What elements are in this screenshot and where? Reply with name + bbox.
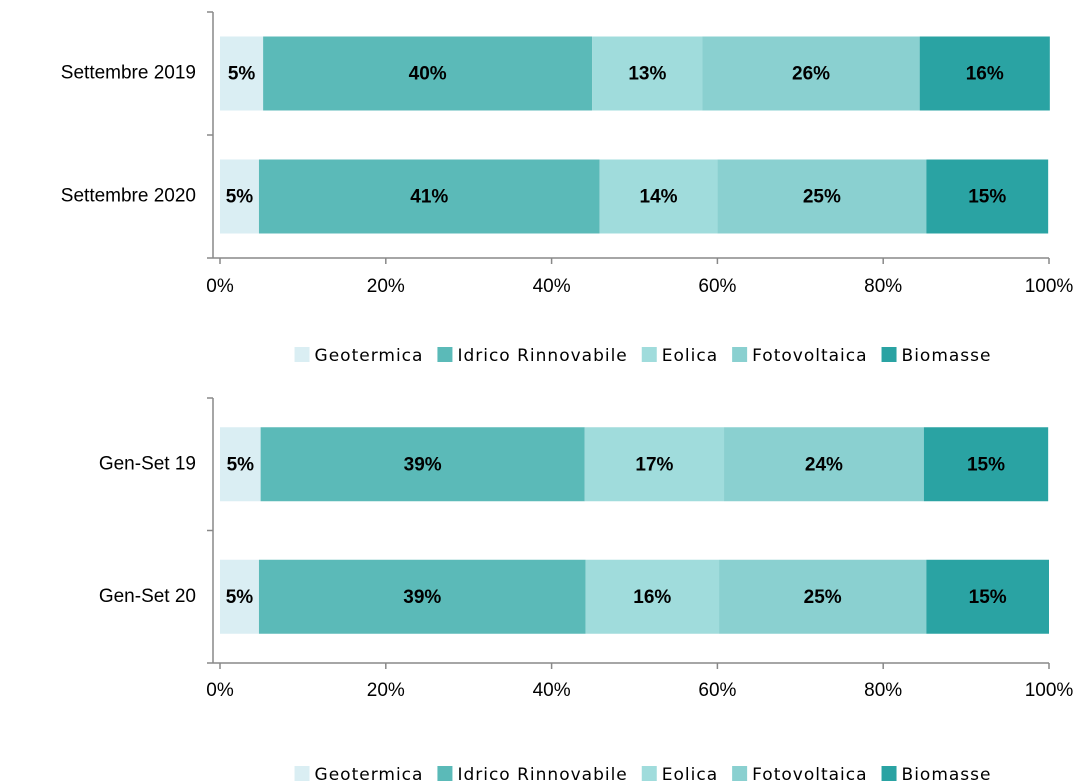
bar-segment <box>926 159 1049 234</box>
data-label: 5% <box>228 64 256 85</box>
data-label: 41% <box>410 187 448 208</box>
legend-swatch <box>641 347 657 362</box>
bar-segment <box>220 159 259 234</box>
data-label: 13% <box>628 64 666 85</box>
bar-segment <box>258 159 600 234</box>
bar-segment <box>724 427 924 502</box>
bar-segment <box>719 559 927 634</box>
legend-label: Biomasse <box>902 346 992 366</box>
bar-segment <box>599 159 718 234</box>
x-tick-label: 80% <box>864 680 902 701</box>
data-label: 15% <box>969 587 1007 608</box>
x-tick-label: 80% <box>864 276 902 297</box>
data-label: 5% <box>227 454 255 475</box>
data-label: 16% <box>966 64 1004 85</box>
legend-swatch <box>294 347 310 362</box>
legend-label: Idrico Rinnovabile <box>457 346 627 366</box>
legend-swatch <box>732 766 748 781</box>
data-label: 16% <box>633 587 671 608</box>
category-label: Settembre 2020 <box>61 186 196 207</box>
bar-segment <box>220 427 261 502</box>
bar-segment <box>923 427 1049 502</box>
legend-swatch <box>437 347 453 362</box>
x-tick-label: 60% <box>698 276 736 297</box>
x-tick-label: 60% <box>698 680 736 701</box>
x-tick-label: 40% <box>533 680 571 701</box>
bar-segment <box>263 36 593 111</box>
bar-segment <box>260 427 585 502</box>
x-tick-label: 20% <box>367 680 405 701</box>
bar-segment <box>717 159 927 234</box>
bar-segment <box>926 559 1049 634</box>
legend-swatch <box>294 766 310 781</box>
data-label: 39% <box>404 454 442 475</box>
x-tick-label: 40% <box>533 276 571 297</box>
legend-label: Idrico Rinnovabile <box>457 765 627 784</box>
x-tick-label: 0% <box>206 680 234 701</box>
x-tick-label: 20% <box>367 276 405 297</box>
bar-segment <box>220 36 264 111</box>
data-label: 25% <box>803 187 841 208</box>
bar-segment <box>585 559 720 634</box>
category-label: Gen-Set 20 <box>99 586 196 607</box>
data-label: 26% <box>792 64 830 85</box>
data-label: 24% <box>805 454 843 475</box>
legend-label: Geotermica <box>315 346 424 366</box>
data-label: 25% <box>804 587 842 608</box>
bar-segment <box>702 36 920 111</box>
data-label: 15% <box>968 187 1006 208</box>
legend-label: Fotovoltaica <box>752 765 867 784</box>
bar-segment <box>584 427 725 502</box>
data-label: 5% <box>226 187 254 208</box>
legend-label: Eolica <box>662 346 718 366</box>
bar-segment <box>220 559 259 634</box>
category-label: Gen-Set 19 <box>99 453 196 474</box>
data-label: 17% <box>635 454 673 475</box>
legend-swatch <box>732 347 748 362</box>
category-label: Settembre 2019 <box>61 63 196 84</box>
data-label: 15% <box>967 454 1005 475</box>
bar-segment <box>258 559 586 634</box>
data-label: 40% <box>409 64 447 85</box>
legend-swatch <box>881 766 897 781</box>
data-label: 39% <box>403 587 441 608</box>
legend-swatch <box>881 347 897 362</box>
x-tick-label: 100% <box>1025 276 1074 297</box>
legend-label: Geotermica <box>315 765 424 784</box>
x-tick-label: 0% <box>206 276 234 297</box>
data-label: 14% <box>640 187 678 208</box>
legend-label: Fotovoltaica <box>752 346 867 366</box>
legend-label: Eolica <box>662 765 718 784</box>
data-label: 5% <box>226 587 254 608</box>
legend-swatch <box>641 766 657 781</box>
legend-label: Biomasse <box>902 765 992 784</box>
legend-swatch <box>437 766 453 781</box>
bar-segment <box>592 36 703 111</box>
x-tick-label: 100% <box>1025 680 1074 701</box>
bar-segment <box>919 36 1050 111</box>
